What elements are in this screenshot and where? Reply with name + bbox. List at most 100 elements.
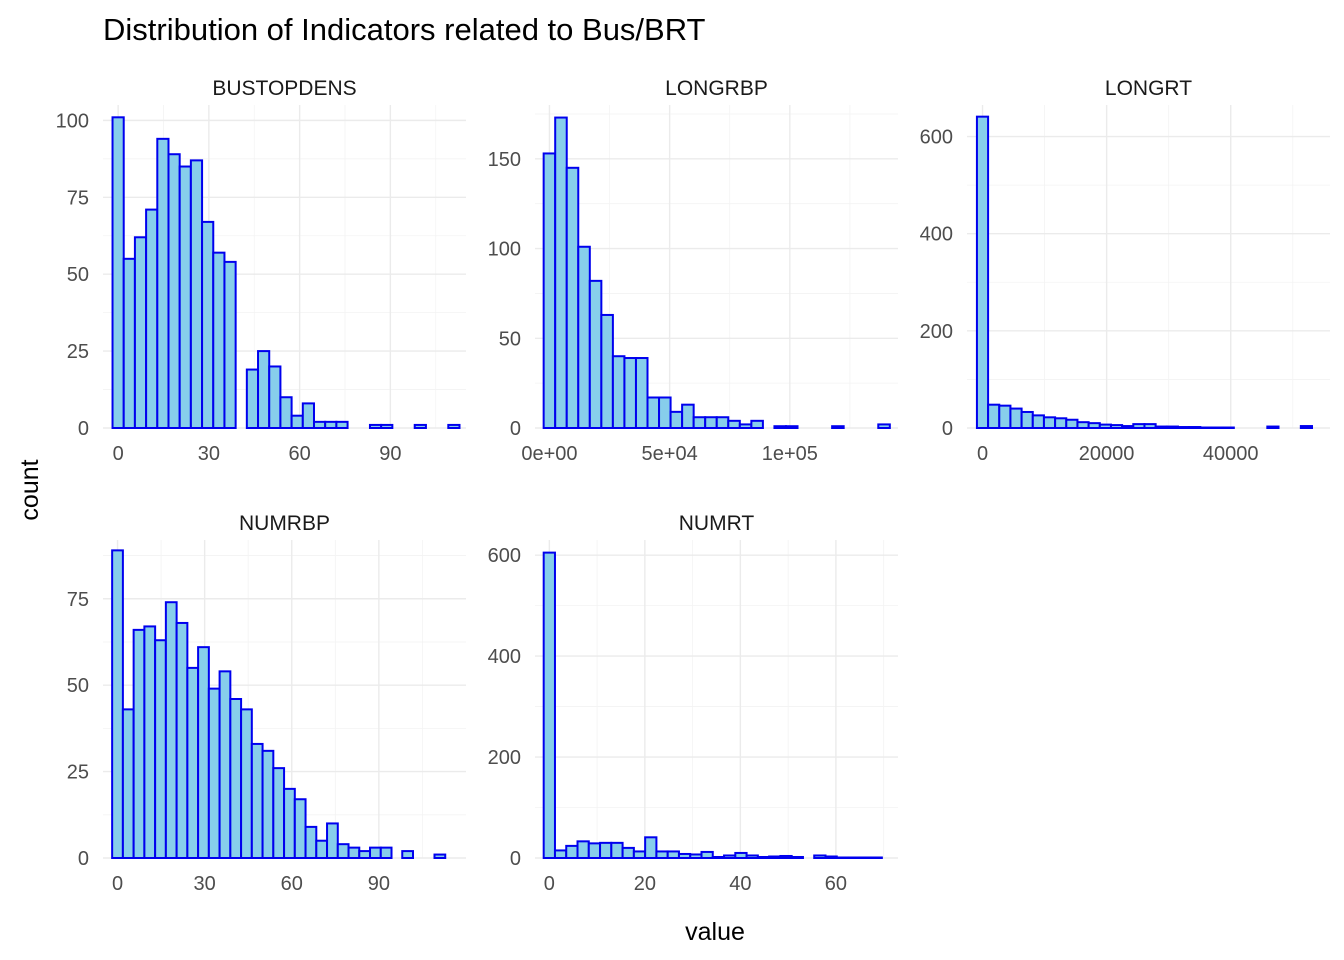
histogram-bar <box>207 687 221 859</box>
histogram-bar <box>704 416 718 430</box>
histogram-bar <box>279 396 293 430</box>
y-axis-title: count <box>16 459 44 520</box>
histogram-bar <box>715 416 730 430</box>
histogram-bar <box>565 844 579 860</box>
histogram-bar <box>1121 425 1135 429</box>
histogram-bar <box>727 419 741 430</box>
histogram-bar <box>301 402 315 429</box>
y-tick-label: 0 <box>78 848 89 870</box>
histogram-bar <box>111 549 124 859</box>
histogram-bar <box>1143 423 1157 430</box>
histogram-bar <box>1154 425 1168 429</box>
histogram-bar <box>290 414 304 430</box>
histogram-bar <box>587 842 602 859</box>
histogram-bar <box>835 856 850 860</box>
facet-panel: NUMRBP 0 30 60 90 0 25 50 75 <box>67 512 466 895</box>
histogram-bar <box>178 165 192 429</box>
y-tick-label: 0 <box>510 848 521 870</box>
y-tick-label: 75 <box>67 589 89 611</box>
histogram-bar <box>611 355 626 430</box>
y-tick-label: 0 <box>78 418 89 440</box>
histogram-bar <box>576 840 590 859</box>
x-tick-label: 40 <box>729 873 751 895</box>
y-tick-label: 0 <box>510 418 521 440</box>
y-tick-label: 0 <box>942 418 953 440</box>
histogram-bar <box>1076 421 1090 429</box>
histogram-bar <box>666 850 680 860</box>
x-tick-label: 0 <box>544 873 555 895</box>
histogram-bar <box>813 854 827 860</box>
histogram-bar <box>723 854 737 860</box>
x-tick-label: 20000 <box>1079 443 1135 465</box>
histogram-bar <box>623 357 637 429</box>
y-tick-label: 50 <box>67 264 89 286</box>
histogram-bar <box>831 425 845 430</box>
facet-panels: BUSTOPDENS 0 30 60 90 0 25 50 75 100 LONGRBP 0e+00 5… <box>56 77 1330 895</box>
histogram-bar <box>869 856 883 860</box>
x-tick-label: 30 <box>194 873 216 895</box>
histogram-bar <box>1109 424 1124 430</box>
histogram-bar <box>689 853 703 860</box>
histogram-bar <box>268 365 282 430</box>
histogram-bar <box>610 841 624 859</box>
histogram-bar <box>734 851 748 860</box>
y-tick-label: 75 <box>67 187 89 209</box>
histogram-bar <box>588 279 603 429</box>
histogram-bar <box>261 749 275 860</box>
x-tick-label: 30 <box>198 443 220 465</box>
histogram-bar <box>790 855 804 860</box>
histogram-bar <box>669 410 684 430</box>
x-axis-title: value <box>685 918 745 946</box>
histogram-bar <box>240 708 253 859</box>
histogram-bar <box>773 425 787 430</box>
histogram-bar <box>542 152 557 429</box>
histogram-bar <box>847 856 861 860</box>
histogram-bar <box>998 404 1012 429</box>
histogram-bar <box>542 551 556 859</box>
histogram-bar <box>1065 418 1079 430</box>
y-tick-label: 50 <box>499 328 521 350</box>
x-tick-label: 20 <box>634 873 656 895</box>
histogram-bar <box>644 836 658 859</box>
y-tick-label: 25 <box>67 341 89 363</box>
histogram-bar <box>692 416 707 430</box>
x-tick-label: 0e+00 <box>521 443 577 465</box>
facet-strip-label: LONGRT <box>1105 77 1192 100</box>
histogram-bar <box>347 846 361 859</box>
histogram-bar <box>646 396 661 430</box>
x-tick-label: 60 <box>289 443 311 465</box>
histogram-bar <box>600 313 614 430</box>
histogram-bar <box>335 420 349 430</box>
histogram-bar <box>369 846 382 859</box>
histogram-bar <box>312 420 327 430</box>
histogram-bar <box>1176 426 1191 429</box>
histogram-bar <box>632 850 647 860</box>
histogram-bar <box>877 423 891 429</box>
chart-title: Distribution of Indicators related to Bu… <box>103 12 706 47</box>
x-tick-label: 1e+05 <box>762 443 818 465</box>
histogram-bar <box>738 423 753 429</box>
x-tick-label: 40000 <box>1203 443 1259 465</box>
histogram-bar <box>1165 425 1179 429</box>
histogram-bar <box>1031 414 1045 430</box>
x-tick-label: 0 <box>112 873 123 895</box>
histogram-bar <box>379 846 393 859</box>
histogram-bar <box>145 208 159 429</box>
facet-strip-label: LONGRBP <box>665 77 768 100</box>
histogram-bar <box>768 855 782 860</box>
facet-strip-label: NUMRBP <box>239 512 330 535</box>
histogram-bar <box>433 853 447 859</box>
histogram-bar <box>223 260 237 429</box>
histogram-bar <box>1188 426 1202 429</box>
histogram-bar <box>1009 407 1023 430</box>
histogram-bar <box>167 153 181 429</box>
histogram-bar <box>634 357 649 429</box>
histogram-bar <box>1054 417 1068 429</box>
histogram-bar <box>197 646 210 859</box>
x-tick-label: 0 <box>977 443 988 465</box>
histogram-bar <box>413 423 427 429</box>
histogram-bar <box>1266 425 1280 429</box>
histogram-bar <box>1299 425 1314 429</box>
histogram-bar <box>711 855 726 860</box>
